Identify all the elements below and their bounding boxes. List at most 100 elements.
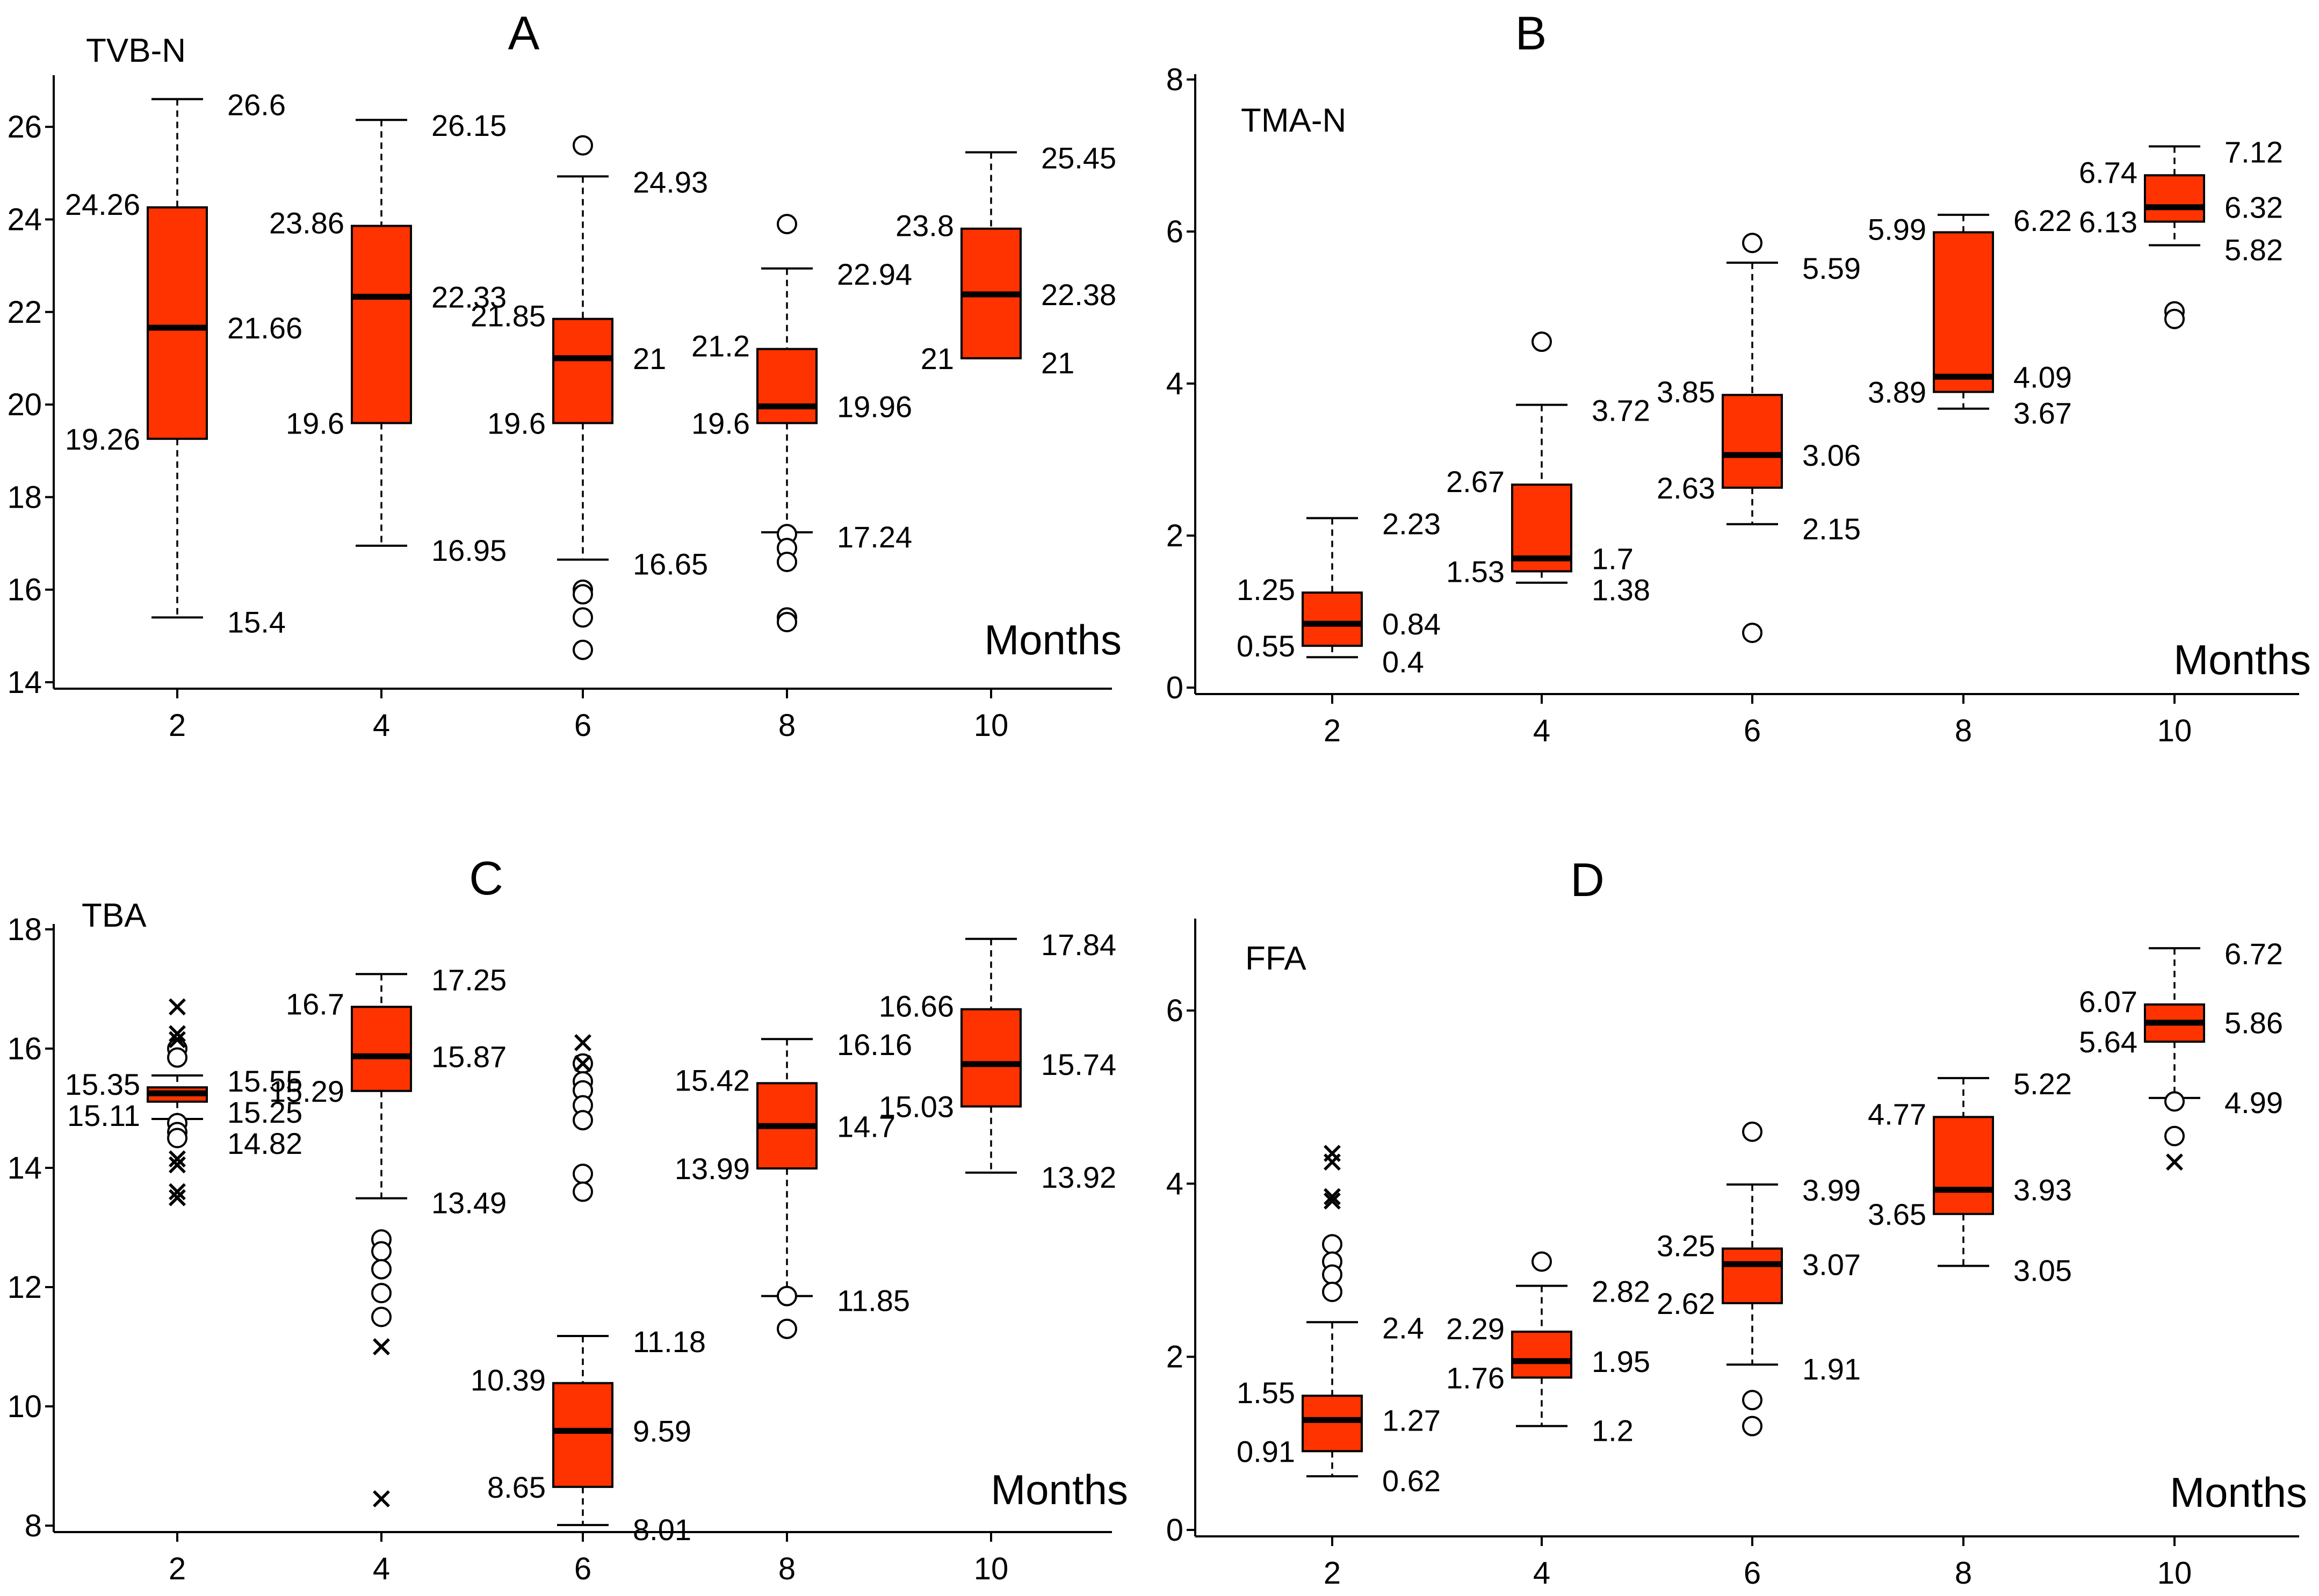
panel-d-annotation-q3: 1.55 [1237, 1376, 1295, 1410]
panel-c-extreme-point [169, 1031, 186, 1049]
panel-a-annotation-high: 22.94 [837, 257, 912, 291]
panel-b-y-tick-label: 2 [1166, 518, 1183, 553]
panel-c-annotation-q3: 16.7 [286, 987, 344, 1021]
panel-a-annotation-q1: 19.6 [286, 407, 344, 440]
panel-d-annotation-high: 2.4 [1382, 1311, 1424, 1345]
panel-d-x-tick-label: 8 [1955, 1556, 1972, 1591]
panel-b-box-4: 3.72 2.67 1.7 1.53 1.38 [1446, 331, 1650, 606]
panel-c-box-6: 11.18 10.39 9.59 8.65 8.01 [471, 1034, 706, 1547]
panel-a-x-tick-label: 10 [974, 708, 1009, 743]
panel-c-extreme-point [169, 1183, 186, 1201]
panel-b-annotation-q1: 0.55 [1237, 629, 1295, 663]
panel-d-annotation-high: 5.22 [2013, 1067, 2072, 1101]
panel-c-annotation-median: 15.25 [227, 1095, 302, 1129]
panel-a-outlier-point [573, 135, 593, 156]
panel-c-outlier-point [573, 1181, 593, 1202]
cross-stroke [1324, 1192, 1341, 1210]
panel-a-annotation-q3: 21.85 [471, 299, 546, 333]
panel-a-box-8: 22.94 21.2 19.96 19.6 17.24 [691, 214, 912, 632]
panel-b-annotation-median: 0.84 [1382, 607, 1441, 641]
panel-c-extreme-point [574, 1055, 591, 1072]
panel-d-box-10: 6.72 6.07 5.86 5.64 4.99 [2079, 937, 2283, 1171]
panel-d-box-2: 2.4 1.55 1.27 0.91 0.62 [1237, 1145, 1441, 1498]
panel-a-outlier-point [573, 584, 593, 605]
panel-c-iqr-box [552, 1382, 613, 1488]
panel-a-y-tick-label: 22 [7, 295, 42, 330]
panel-d-annotation-median: 3.93 [2013, 1173, 2072, 1207]
panel-c-iqr-box [351, 1006, 412, 1092]
panel-b-annotation-median: 4.09 [2013, 360, 2072, 394]
panel-a-x-tick-label: 4 [373, 708, 390, 743]
panel-d-annotation-median: 3.07 [1802, 1247, 1861, 1281]
panel-a-annotation-median: 21.66 [227, 311, 302, 345]
panel-a-box-2: 26.6 24.26 21.66 19.26 15.4 [65, 88, 302, 639]
panel-c-extreme-point [169, 1189, 186, 1207]
panel-d-annotation-low: 3.05 [2013, 1254, 2072, 1288]
panel-a-iqr-box [552, 317, 613, 424]
panel-c-annotation-q1: 15.03 [879, 1090, 954, 1124]
panel-c-annotation-median: 15.74 [1041, 1048, 1116, 1081]
panel-b-outlier-point [1742, 233, 1762, 254]
panel-b-annotation-q1: 3.89 [1868, 375, 1926, 409]
panel-d-outlier-point [1322, 1264, 1342, 1285]
panel-b-x-tick-label: 10 [2157, 713, 2192, 748]
panel-a-annotation-q3: 23.8 [895, 209, 954, 243]
panel-d-extreme-point [1324, 1153, 1341, 1171]
panel-b-annotation-q1: 6.13 [2079, 205, 2137, 239]
panel-d-extreme-point [1324, 1192, 1341, 1210]
panel-c-annotation-low: 13.92 [1041, 1160, 1116, 1194]
cross-stroke [169, 998, 186, 1016]
panel-b-plot: 0 2 4 6 8 2 4 6 8 10 2.23 1.25 0.84 0.55 0.4 3.72 2.67 1.… [1166, 62, 2299, 748]
panel-d-title: FFA [1245, 940, 1306, 977]
panel-d-annotation-q1: 3.65 [1868, 1197, 1926, 1231]
panel-c-annotation-low: 11.85 [837, 1284, 910, 1318]
panel-d-y-tick-label: 4 [1166, 1166, 1183, 1201]
panel-d-annotation-q3: 6.07 [2079, 985, 2137, 1019]
panel-d-iqr-box [1302, 1395, 1363, 1453]
cross-stroke [2166, 1153, 2183, 1171]
panel-c-iqr-box [960, 1008, 1022, 1108]
panel-a-annotation-low: 17.24 [837, 520, 912, 554]
panel-c-extreme-point [169, 998, 186, 1016]
panel-c-extreme-point [169, 1150, 186, 1168]
panel-b-y-tick-label: 4 [1166, 366, 1183, 401]
panel-c-plot: 8 10 12 14 16 18 2 4 6 8 10 15.55 15.35 15.25 15.11 14.… [7, 912, 1116, 1586]
panel-b-annotation-q3: 5.99 [1868, 212, 1926, 246]
panel-c-outlier-point [371, 1306, 392, 1327]
panel-d-y-tick-label: 0 [1166, 1513, 1183, 1548]
panel-a-iqr-box [147, 206, 208, 440]
panel-d-x-label: Months [2170, 1469, 2307, 1516]
panel-b-iqr-box [2144, 174, 2205, 223]
panel-b-outlier-point [1742, 623, 1762, 644]
panel-b: B TMA-N Months 0 2 4 6 8 2 4 6 8 10 2.23 1.25 0.84 0.… [1166, 6, 2311, 748]
panel-a-annotation-low: 21 [1041, 346, 1074, 380]
cross-stroke [574, 1034, 591, 1051]
panel-c: C TBA Months 8 10 12 14 16 18 2 4 6 8 10 15.55 15.35… [7, 851, 1128, 1586]
panel-c-extreme-point [373, 1338, 390, 1355]
panel-c-outlier-point [371, 1259, 392, 1280]
panel-c-box-2: 15.55 15.35 15.25 15.11 14.82 [65, 998, 302, 1207]
panel-b-iqr-box [1302, 591, 1363, 647]
panel-d-annotation-low: 1.2 [1592, 1414, 1634, 1448]
panel-c-annotation-high: 17.25 [431, 963, 507, 996]
panel-d-annotation-low: 1.91 [1802, 1352, 1861, 1386]
panel-a-annotation-median: 22.33 [431, 280, 507, 314]
panel-a-annotation-high: 24.93 [633, 165, 708, 199]
panel-a-annotation-q3: 23.86 [269, 206, 344, 240]
panel-d-x-tick-label: 2 [1324, 1556, 1341, 1591]
panel-b-x-tick-label: 2 [1324, 713, 1341, 748]
panel-d-iqr-box [1722, 1247, 1783, 1304]
panel-d-annotation-median: 5.86 [2224, 1006, 2283, 1040]
panel-a-annotation-median: 22.38 [1041, 278, 1116, 312]
panel-b-title: TMA-N [1241, 102, 1346, 139]
panel-c-annotation-q1: 15.29 [269, 1074, 344, 1108]
panel-c-annotation-high: 11.18 [633, 1325, 706, 1359]
panel-d-outlier-point [1742, 1121, 1762, 1142]
panel-c-annotation-median: 15.87 [431, 1039, 507, 1073]
panel-d-annotation-high: 2.82 [1592, 1275, 1650, 1309]
panel-a-x-label: Months [984, 616, 1122, 663]
panel-b-annotation-q3: 6.74 [2079, 155, 2137, 189]
panel-a-outlier-point [573, 639, 593, 660]
panel-b-box-6: 5.59 3.85 3.06 2.63 2.15 [1657, 233, 1861, 644]
